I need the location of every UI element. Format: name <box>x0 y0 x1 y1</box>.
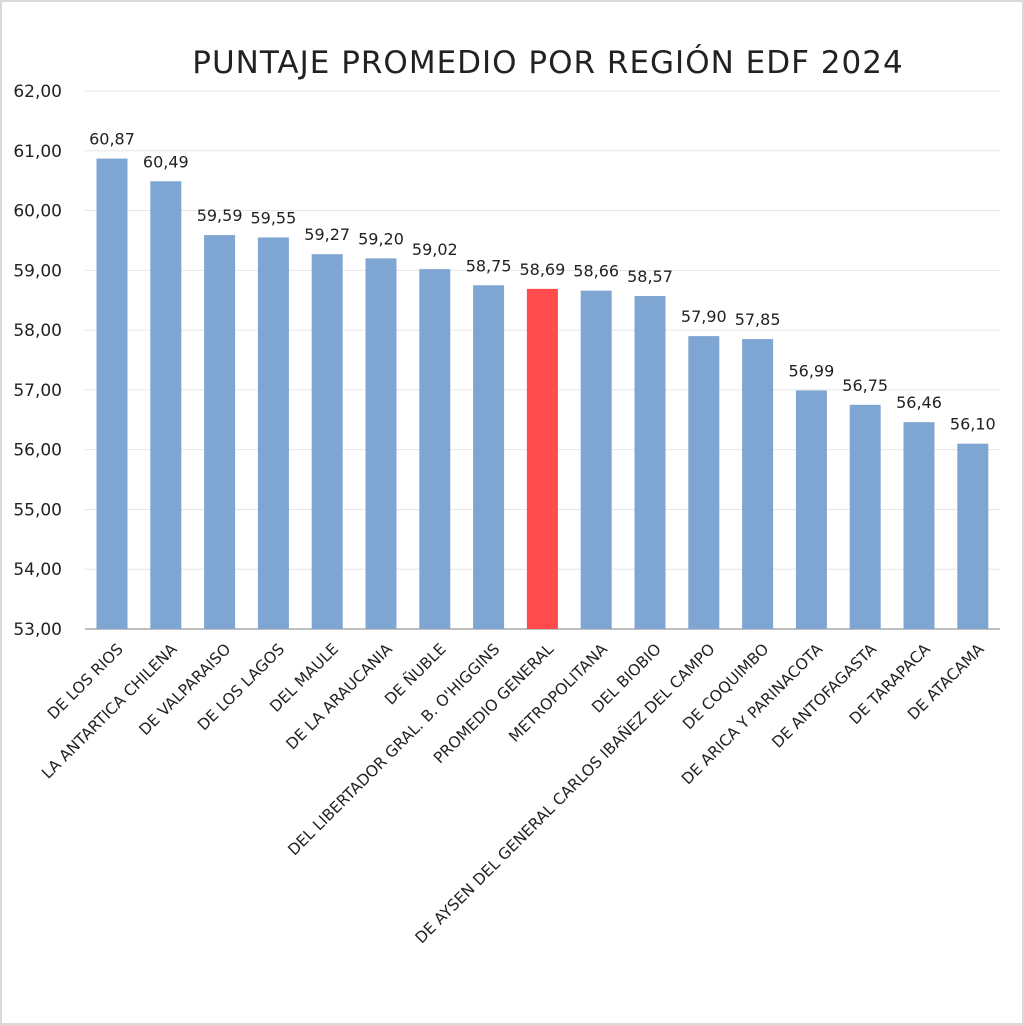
y-tick-label: 62,00 <box>13 82 62 102</box>
data-label: 59,27 <box>304 225 350 244</box>
data-label: 58,57 <box>627 267 673 286</box>
bar <box>580 290 612 629</box>
data-label: 58,75 <box>466 256 512 275</box>
y-tick-label: 55,00 <box>13 500 62 520</box>
bar <box>96 158 128 629</box>
bar <box>957 443 989 629</box>
data-label: 59,55 <box>250 208 296 227</box>
x-tick-label: DE ANTOFAGASTA <box>769 640 881 752</box>
data-label: 56,99 <box>788 361 834 380</box>
bar <box>795 390 827 629</box>
bar <box>473 285 505 629</box>
x-tick-label: DE VALPARAISO <box>136 640 235 739</box>
bar <box>257 237 289 629</box>
x-tick-label: DE LA ARAUCANIA <box>283 640 396 753</box>
data-label: 57,85 <box>735 310 781 329</box>
bar <box>419 269 451 629</box>
y-tick-label: 58,00 <box>13 321 62 341</box>
data-label: 56,46 <box>896 393 942 412</box>
y-tick-label: 61,00 <box>13 142 62 162</box>
y-tick-label: 59,00 <box>13 261 62 281</box>
bar <box>688 336 720 629</box>
bar <box>365 258 397 629</box>
y-tick-label: 54,00 <box>13 560 62 580</box>
data-label: 59,02 <box>412 240 458 259</box>
y-tick-label: 53,00 <box>13 620 62 640</box>
bar <box>903 422 935 629</box>
chart-title: PUNTAJE PROMEDIO POR REGIÓN EDF 2024 <box>192 44 903 81</box>
bar <box>849 404 881 629</box>
data-label: 57,90 <box>681 307 727 326</box>
data-label: 60,49 <box>143 152 189 171</box>
bar <box>526 288 558 629</box>
data-label: 56,75 <box>842 376 888 395</box>
data-label: 59,20 <box>358 229 404 248</box>
bar <box>634 296 666 629</box>
data-label: 56,10 <box>950 415 996 434</box>
bar <box>742 339 774 629</box>
data-label: 60,87 <box>89 130 135 149</box>
bar <box>150 181 182 629</box>
x-tick-label: METROPOLITANA <box>505 640 611 746</box>
y-tick-label: 56,00 <box>13 441 62 461</box>
data-label: 58,66 <box>573 262 619 281</box>
y-tick-label: 57,00 <box>13 381 62 401</box>
bar <box>311 254 343 629</box>
y-tick-label: 60,00 <box>13 202 62 222</box>
bar <box>204 235 236 629</box>
data-label: 58,69 <box>519 260 565 279</box>
data-label: 59,59 <box>197 206 243 225</box>
